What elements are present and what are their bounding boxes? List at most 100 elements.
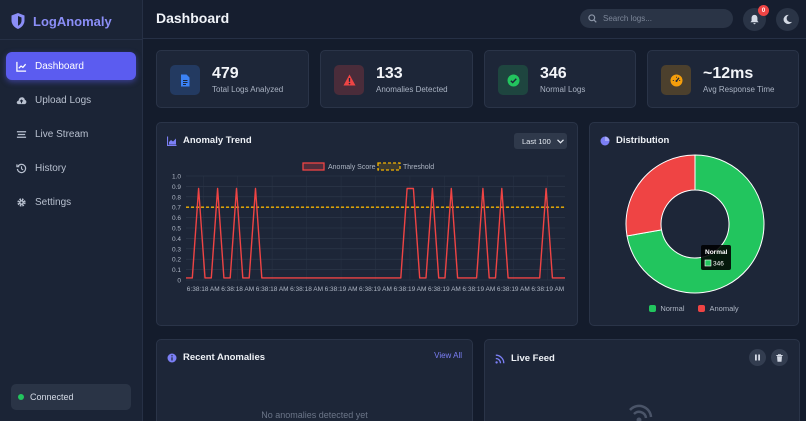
stat-card-response-time: ~12ms Avg Response Time <box>647 50 799 108</box>
connection-label: Connected <box>30 392 74 402</box>
legend-swatch-threshold <box>377 162 401 171</box>
panel-title-text: Live Feed <box>511 353 555 364</box>
distribution-panel: Distribution Normal 346 Normal Anomaly <box>589 122 799 326</box>
stat-value: ~12ms <box>703 65 754 82</box>
chevron-down-icon <box>556 138 564 144</box>
connection-status: Connected <box>11 384 131 410</box>
stat-icon-box <box>170 65 200 95</box>
pause-icon <box>755 354 760 361</box>
legend-item-anomaly[interactable]: Anomaly <box>698 304 739 313</box>
y-tick-label: 0.8 <box>172 194 181 201</box>
x-tick-label: 6:38:19 AM <box>394 286 427 293</box>
range-select-value: Last 100 <box>522 136 551 146</box>
sidebar: LogAnomaly Dashboard Upload Logs Live St… <box>0 0 143 421</box>
notification-badge: 0 <box>758 5 769 16</box>
check-circle-icon <box>507 74 519 86</box>
y-tick-label: 0.7 <box>172 205 181 212</box>
sidebar-item-dashboard[interactable]: Dashboard <box>6 52 136 80</box>
stat-value: 133 <box>376 65 403 82</box>
clear-button[interactable] <box>771 349 788 366</box>
sidebar-item-label: Settings <box>35 196 72 208</box>
distribution-chart: Normal 346 <box>625 154 765 294</box>
stream-icon <box>16 130 27 138</box>
notifications-button[interactable]: 0 <box>743 5 769 31</box>
sidebar-item-live-stream[interactable]: Live Stream <box>6 120 136 148</box>
stat-card-total-logs: 479 Total Logs Analyzed <box>156 50 309 108</box>
bell-icon <box>750 14 759 25</box>
stat-value: 479 <box>212 65 239 82</box>
live-feed-panel: Live Feed <box>484 339 800 421</box>
stat-icon-box <box>661 65 691 95</box>
y-tick-label: 0.4 <box>172 236 181 243</box>
y-tick-label: 0 <box>177 278 181 285</box>
sidebar-item-history[interactable]: History <box>6 154 136 182</box>
y-tick-label: 0.1 <box>172 267 181 274</box>
legend-swatch <box>698 305 706 312</box>
legend-item-normal[interactable]: Normal <box>649 304 684 313</box>
y-tick-label: 0.3 <box>172 246 181 253</box>
range-select[interactable]: Last 100 <box>514 133 567 149</box>
panel-title-text: Recent Anomalies <box>183 352 266 363</box>
stat-icon-box <box>498 65 528 95</box>
stat-label: Normal Logs <box>540 85 586 94</box>
x-tick-label: 6:38:19 AM <box>497 286 530 293</box>
divider <box>0 39 143 40</box>
app-logo[interactable]: LogAnomaly <box>10 10 112 32</box>
stat-value: 346 <box>540 65 567 82</box>
sidebar-item-upload-logs[interactable]: Upload Logs <box>6 86 136 114</box>
y-tick-label: 0.5 <box>172 226 181 233</box>
stat-icon-box <box>334 65 364 95</box>
recent-anomalies-panel: Recent Anomalies View All No anomalies d… <box>156 339 473 421</box>
page-title: Dashboard <box>156 10 230 26</box>
chart-legend: Anomaly Score Threshold <box>302 162 434 171</box>
panel-title: Anomaly Trend <box>167 135 252 146</box>
moon-icon <box>783 14 793 25</box>
pause-button[interactable] <box>749 349 766 366</box>
legend-label-threshold: Threshold <box>403 164 434 171</box>
pie-chart-icon <box>600 136 610 145</box>
empty-state-message: No anomalies detected yet <box>261 410 368 420</box>
stat-card-normal-logs: 346 Normal Logs <box>484 50 636 108</box>
app-name: LogAnomaly <box>33 13 112 29</box>
search-input[interactable] <box>603 14 728 23</box>
x-tick-label: 6:38:19 AM <box>462 286 495 293</box>
tooltip-value: 346 <box>713 261 724 268</box>
top-bar: Dashboard 0 <box>143 0 806 39</box>
x-tick-label: 6:38:18 AM <box>256 286 289 293</box>
sidebar-item-label: Live Stream <box>35 128 89 140</box>
panel-title: Distribution <box>600 135 669 146</box>
gauge-icon <box>670 74 682 86</box>
distribution-legend: Normal Anomaly <box>590 304 798 313</box>
sidebar-item-label: Dashboard <box>35 60 84 72</box>
warning-icon <box>343 74 355 86</box>
gear-icon <box>17 197 26 207</box>
theme-toggle-button[interactable] <box>776 8 799 31</box>
x-tick-label: 6:38:19 AM <box>325 286 358 293</box>
x-tick-label: 6:38:19 AM <box>428 286 461 293</box>
stat-label: Total Logs Analyzed <box>212 85 284 94</box>
y-tick-label: 0.6 <box>172 215 181 222</box>
chart-area-icon <box>167 136 177 146</box>
stat-label: Avg Response Time <box>703 85 775 94</box>
legend-label: Normal <box>660 304 685 313</box>
chart-line-icon <box>16 61 27 72</box>
y-tick-label: 0.9 <box>172 184 181 191</box>
file-icon <box>181 74 190 86</box>
panel-title-text: Distribution <box>616 135 670 146</box>
x-tick-label: 6:38:19 AM <box>531 286 564 293</box>
x-tick-label: 6:38:18 AM <box>221 286 254 293</box>
shield-icon <box>11 13 25 29</box>
status-dot <box>18 394 24 400</box>
donut-slice-anomaly <box>625 154 696 237</box>
legend-swatch-anomaly-score <box>302 162 325 171</box>
search-box[interactable] <box>580 9 733 28</box>
broadcast-icon <box>629 404 653 421</box>
view-all-link[interactable]: View All <box>434 351 462 360</box>
y-tick-label: 1.0 <box>172 174 181 181</box>
sidebar-item-settings[interactable]: Settings <box>6 188 136 216</box>
x-tick-label: 6:38:19 AM <box>359 286 392 293</box>
legend-label: Anomaly <box>709 304 739 313</box>
y-tick-label: 0.2 <box>172 257 181 264</box>
rss-icon <box>495 354 505 364</box>
anomaly-trend-chart: Anomaly Score Threshold 1.0 0.9 0.8 0.7 0.6 0.5… <box>172 162 565 293</box>
